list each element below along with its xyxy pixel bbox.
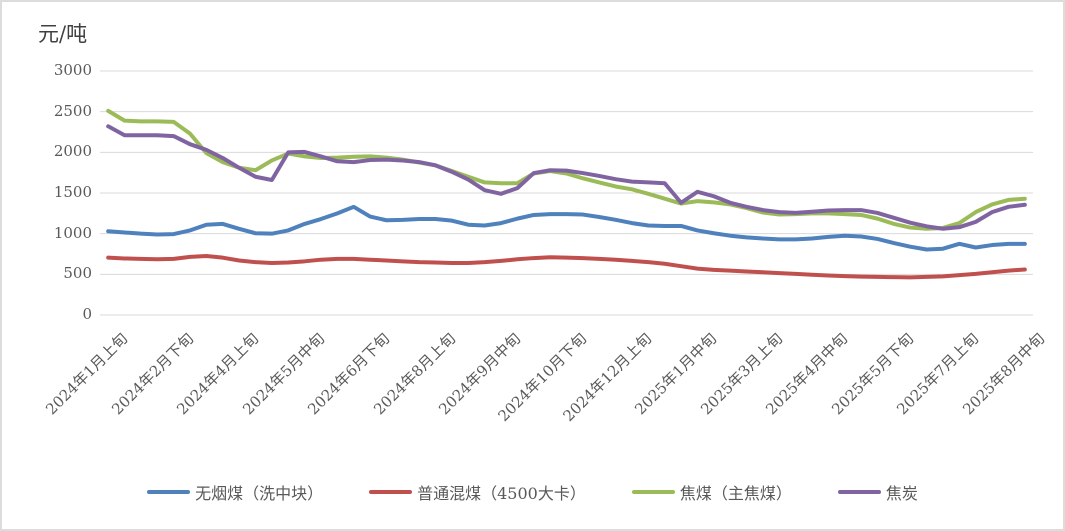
y-tick-label: 3000 bbox=[53, 61, 92, 79]
legend-line-swatch bbox=[147, 490, 191, 494]
legend-item-1: 普通混煤（4500大卡） bbox=[369, 480, 586, 504]
series-line-3 bbox=[106, 124, 1027, 231]
legend-line-swatch bbox=[631, 490, 675, 494]
legend-item-3: 焦炭 bbox=[837, 480, 918, 504]
y-tick-label: 0 bbox=[82, 305, 92, 323]
y-tick-label: 1500 bbox=[53, 183, 92, 201]
legend-line-swatch bbox=[837, 490, 881, 494]
legend-item-2: 焦煤（主焦煤） bbox=[631, 480, 792, 504]
legend-label: 普通混煤（4500大卡） bbox=[417, 484, 586, 503]
y-tick-label: 500 bbox=[63, 264, 92, 283]
legend-item-0: 无烟煤（洗中块） bbox=[147, 480, 323, 504]
legend-line-swatch bbox=[369, 490, 413, 494]
legend-label: 焦煤（主焦煤） bbox=[679, 484, 792, 503]
y-tick-label: 2500 bbox=[53, 101, 92, 120]
y-tick-label: 2000 bbox=[53, 142, 92, 161]
series-line-1 bbox=[106, 254, 1027, 280]
chart-legend: 无烟煤（洗中块） 普通混煤（4500大卡） 焦煤（主焦煤） 焦炭 bbox=[2, 480, 1063, 504]
series-line-2 bbox=[106, 108, 1027, 231]
legend-label: 焦炭 bbox=[885, 484, 918, 503]
legend-label: 无烟煤（洗中块） bbox=[195, 484, 324, 503]
y-axis-unit-label: 元/吨 bbox=[38, 22, 88, 46]
y-tick-label: 1000 bbox=[53, 223, 92, 242]
series-line-0 bbox=[106, 204, 1027, 252]
